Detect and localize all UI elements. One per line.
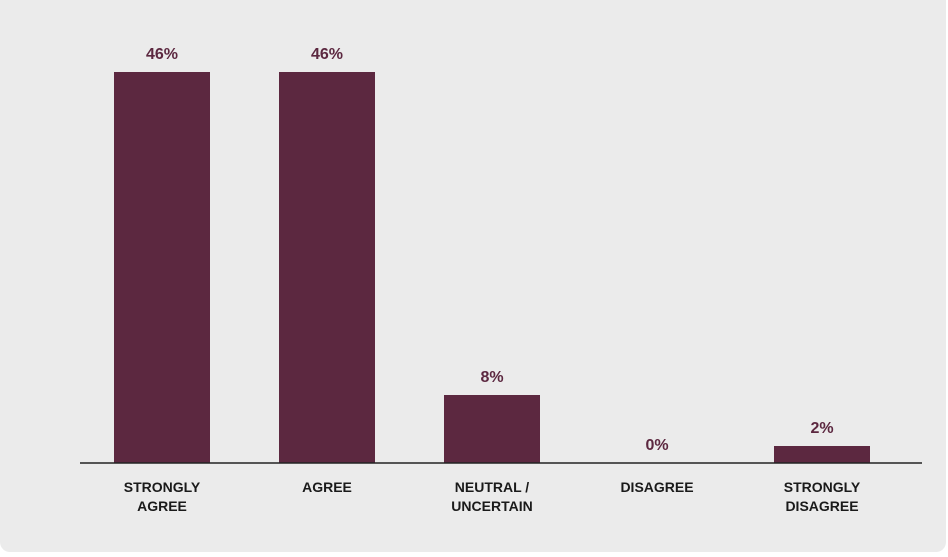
category-label-line-2-0: NEUTRAL / xyxy=(455,479,530,495)
value-label-3: 0% xyxy=(645,437,668,454)
category-label-line-4-1: DISAGREE xyxy=(785,498,858,514)
bars-group xyxy=(114,72,870,463)
category-label-line-2-1: UNCERTAIN xyxy=(451,498,532,514)
category-label-line-0-0: STRONGLY xyxy=(124,479,201,495)
value-label-2: 8% xyxy=(480,369,503,386)
category-label-2: NEUTRAL / UNCERTAIN xyxy=(451,479,532,514)
category-label-4: STRONGLY DISAGREE xyxy=(784,479,861,514)
bar-1 xyxy=(279,72,375,463)
bar-2 xyxy=(444,395,540,463)
tick-labels-group: STRONGLY AGREE AGREE NEUTRAL / UNCERTAIN DISA… xyxy=(124,479,861,514)
category-label-line-4-0: STRONGLY xyxy=(784,479,861,495)
category-label-line-1-0: AGREE xyxy=(302,479,352,495)
category-label-1: AGREE xyxy=(302,479,352,495)
category-label-3: DISAGREE xyxy=(620,479,693,495)
category-label-line-3-0: DISAGREE xyxy=(620,479,693,495)
bar-0 xyxy=(114,72,210,463)
value-label-4: 2% xyxy=(810,420,833,437)
value-labels-group: 46% 46% 8% 0% 2% xyxy=(146,46,834,454)
bar-4 xyxy=(774,446,870,463)
value-label-0: 46% xyxy=(146,46,178,63)
value-label-1: 46% xyxy=(311,46,343,63)
category-label-line-0-1: AGREE xyxy=(137,498,187,514)
category-label-0: STRONGLY AGREE xyxy=(124,479,201,514)
